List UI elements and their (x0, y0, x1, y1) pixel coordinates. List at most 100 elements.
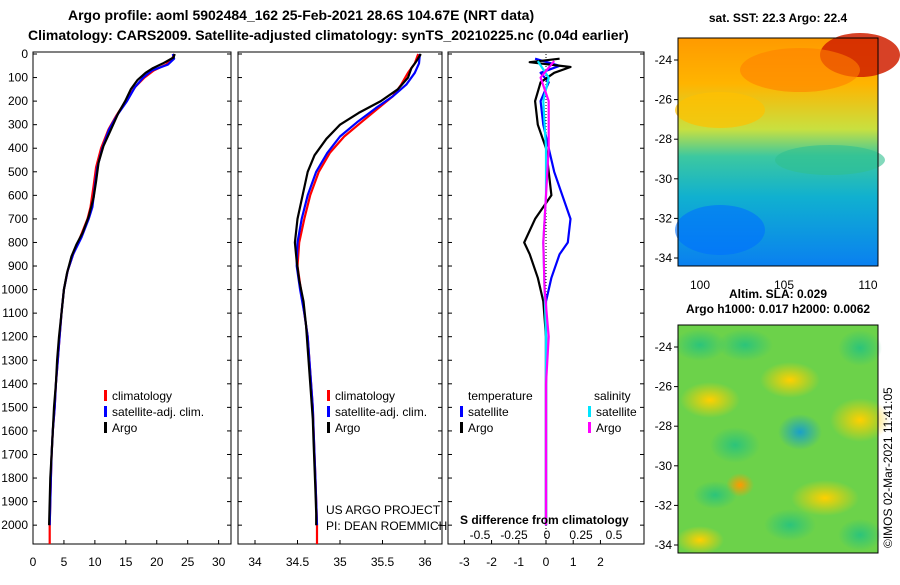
sst-lat-axis: -24 -26 -28 -30 -32 -34 (655, 53, 678, 265)
legend-salinity-panel: climatology satellite-adj. clim. Argo (327, 389, 427, 435)
legend-swatch-climatology (327, 390, 330, 401)
lat-tick-label: -24 (655, 340, 673, 354)
legend-swatch-temp-argo (460, 422, 463, 433)
legend-swatch-climatology (104, 390, 107, 401)
difference-plot: -3 -2 -1 0 1 2 (459, 54, 604, 569)
lat-tick-label: -34 (655, 251, 673, 265)
x-tick-label: 34 (248, 555, 262, 569)
x-tick-label: 1 (570, 555, 577, 569)
legend-swatch-sal-satellite (588, 406, 591, 417)
temperature-plot: 0 5 10 15 20 25 30 (30, 53, 226, 569)
depth-tick-label: 1500 (1, 400, 28, 414)
legend-swatch-argo (104, 422, 107, 433)
depth-tick-label: 2000 (1, 518, 28, 532)
sst-lon-tick-110: 110 (858, 278, 877, 292)
sla-eddy (693, 481, 737, 509)
lat-tick-label: -28 (655, 419, 673, 433)
lat-tick-label: -26 (655, 93, 673, 107)
series-line (293, 53, 422, 526)
legend-label-satellite: satellite-adj. clim. (335, 405, 427, 419)
sst-lon-tick-100: 100 (690, 278, 710, 292)
imos-timestamp: ©IMOS 02-Mar-2021 11:41:05 (881, 387, 895, 548)
sla-eddy (791, 480, 859, 516)
temperature-panel-frame (32, 51, 232, 545)
x-tick-label: -2 (486, 555, 497, 569)
legend-swatch-sal-argo (588, 422, 591, 433)
sla-eddy (676, 526, 724, 554)
lat-tick-label: -32 (655, 498, 673, 512)
lat-tick-label: -32 (655, 211, 673, 225)
lat-tick-label: -30 (655, 459, 673, 473)
x-tick-label: 36 (418, 555, 432, 569)
x-tick-label: 0 (30, 555, 37, 569)
depth-tick-label: 1000 (1, 283, 28, 297)
series-line (539, 60, 556, 526)
lat-tick-label: -30 (655, 172, 673, 186)
sst-map-frame (677, 37, 879, 267)
x-tick-label: 0 (543, 555, 550, 569)
credit-line-1: US ARGO PROJECT (326, 503, 441, 517)
lat-tick-label: -28 (655, 132, 673, 146)
x-tick-label: 30 (212, 555, 226, 569)
sla-eddy (717, 329, 773, 361)
x-tick-label: 2 (597, 555, 604, 569)
legend-difference-panel: temperature salinity satellite Argo sate… (460, 389, 637, 435)
s-tick-0.5: 0.5 (606, 528, 623, 542)
legend-temperature-panel: climatology satellite-adj. clim. Argo (104, 389, 204, 435)
legend-swatch-argo (327, 422, 330, 433)
x-tick-label: 35 (333, 555, 347, 569)
legend-label-temp-argo: Argo (468, 421, 494, 435)
x-tick-label: 10 (88, 555, 102, 569)
sst-warm-patch (740, 48, 860, 92)
sla-lat-axis: -24 -26 -28 -30 -32 -34 (655, 340, 678, 552)
credit-line-2: PI: DEAN ROEMMICH (326, 519, 447, 533)
sla-eddy (674, 329, 726, 361)
legend-label-sal-satellite: satellite (596, 405, 637, 419)
x-tick-label: 20 (150, 555, 164, 569)
s-tick-neg-0.25: -0.25 (500, 528, 528, 542)
legend-label-sal-argo: Argo (596, 421, 622, 435)
s-tick-neg-0.5: -0.5 (470, 528, 491, 542)
header-line-1: Argo profile: aoml 5902484_162 25-Feb-20… (68, 7, 534, 23)
depth-tick-label: 1100 (2, 306, 28, 320)
difference-s-label: S difference from climatology (460, 513, 629, 527)
depth-tick-label: 1800 (1, 471, 28, 485)
s-tick-0: 0 (544, 528, 551, 542)
depth-tick-label: 100 (8, 71, 28, 85)
sst-mid-patch (675, 92, 765, 128)
sst-lon-tick-105: 105 (774, 278, 794, 292)
x-tick-label: 5 (61, 555, 68, 569)
sla-map-frame (677, 324, 879, 554)
lat-tick-label: -24 (655, 53, 673, 67)
sla-map-title-2: Argo h1000: 0.017 h2000: 0.0062 (686, 302, 870, 316)
depth-tick-label: 700 (8, 212, 28, 226)
depth-tick-label: 400 (8, 141, 28, 155)
legend-swatch-satellite (104, 406, 107, 417)
x-tick-label: -3 (459, 555, 470, 569)
sla-eddy (830, 398, 890, 442)
x-tick-label: 15 (119, 555, 133, 569)
depth-tick-label: 900 (8, 259, 28, 273)
sla-eddy (764, 509, 816, 541)
salinity-plot: 34 34.5 35 35.5 36 (248, 53, 432, 569)
sst-cool-patch (775, 145, 885, 175)
sla-eddy (680, 382, 740, 418)
legend-header-temperature: temperature (468, 389, 533, 403)
legend-label-satellite: satellite-adj. clim. (112, 405, 204, 419)
legend-header-salinity: salinity (594, 389, 631, 403)
x-tick-label: 25 (181, 555, 195, 569)
depth-tick-label: 1300 (1, 353, 28, 367)
legend-swatch-satellite (327, 406, 330, 417)
sla-eddy (760, 362, 820, 398)
legend-swatch-temp-satellite (460, 406, 463, 417)
depth-tick-label: 600 (8, 188, 28, 202)
sla-eddy (710, 427, 760, 463)
series-line (48, 53, 176, 526)
legend-label-argo: Argo (335, 421, 361, 435)
legend-label-temp-satellite: satellite (468, 405, 509, 419)
sst-map (675, 33, 900, 267)
sst-cold-patch (675, 205, 765, 255)
sla-eddy (838, 519, 882, 551)
sst-map-title: sat. SST: 22.3 Argo: 22.4 (709, 11, 848, 25)
